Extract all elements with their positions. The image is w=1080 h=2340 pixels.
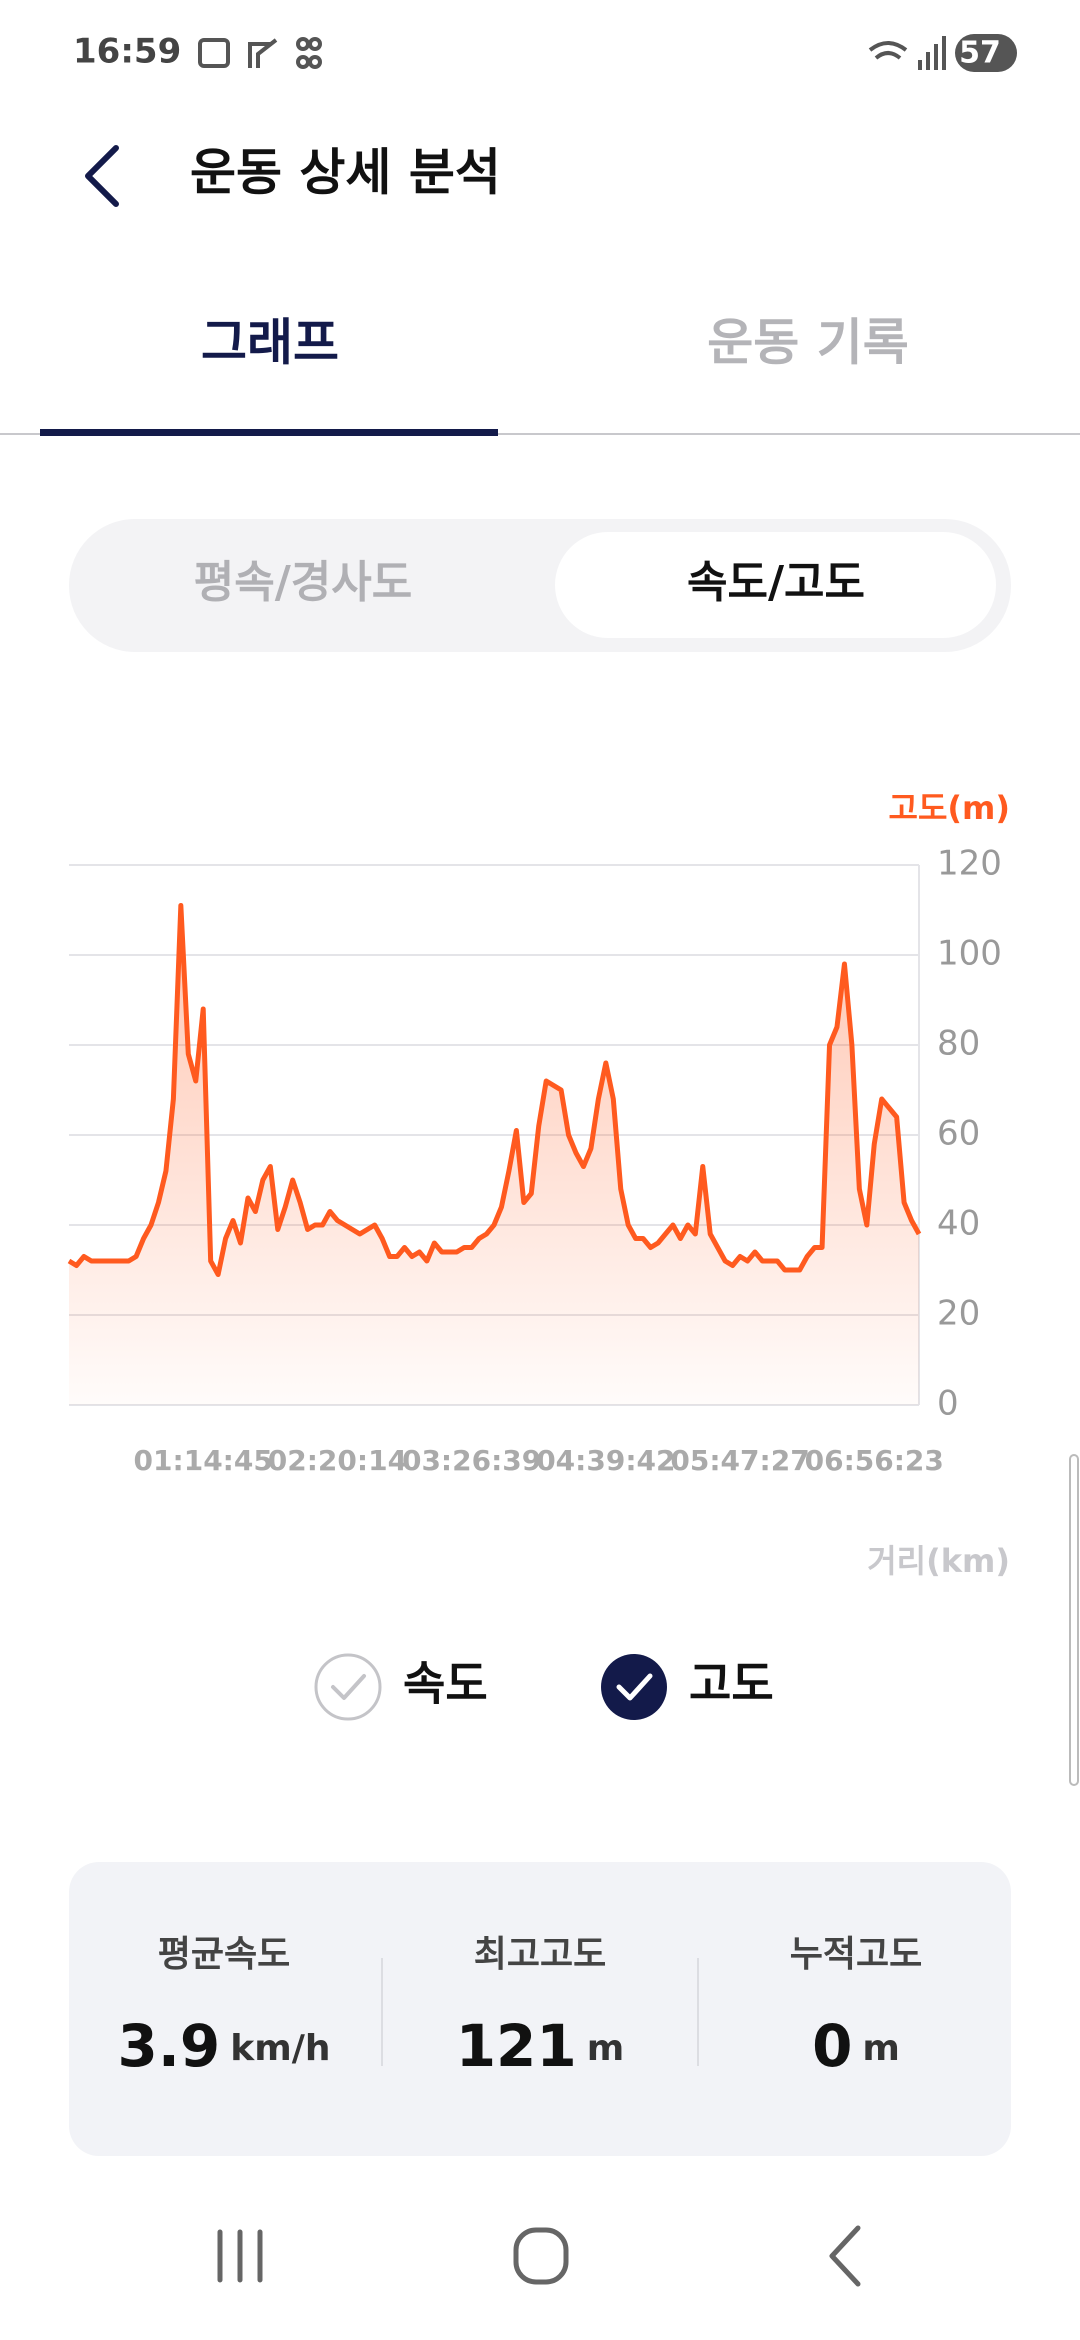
tab-divider [0, 433, 1080, 435]
toggle-label: 고도 [689, 1657, 774, 1711]
chart: 02040608010012001:14:4502:20:1403:26:390… [67, 844, 1002, 1477]
y2-tick-label: 120 [937, 844, 1002, 884]
stat-label: 누적고도 [790, 1934, 922, 1975]
toggle-unchecked [314, 1653, 382, 1721]
status-icons [198, 36, 946, 70]
back-button[interactable] [85, 145, 119, 207]
stat-value: 121 [456, 2012, 577, 2080]
y2-axis-label: 고도(m) [889, 789, 1010, 827]
x-tick-label: 04:39:42 [536, 1444, 675, 1477]
status-time: 16:59 [73, 32, 181, 72]
scroll-handle [1069, 1454, 1079, 1786]
x-tick-label: 06:56:23 [805, 1444, 944, 1477]
legend-toggle[interactable]: 고도 [601, 1654, 774, 1720]
y2-tick-label: 20 [937, 1294, 980, 1334]
nav-bar [217, 2225, 861, 2287]
x-tick-label: 01:14:45 [134, 1444, 273, 1477]
y2-tick-label: 0 [937, 1384, 959, 1424]
stats-card [69, 1862, 1011, 2156]
page-title: 운동 상세 분석 [190, 144, 501, 202]
stat-unit: m [587, 2028, 625, 2069]
check-mark [331, 1674, 366, 1700]
stat-value: 0 [812, 2012, 852, 2080]
stat-unit: km/h [230, 2028, 330, 2069]
stat-value-group: 3.9 km/h [118, 2012, 331, 2080]
tab[interactable]: 운동 기록 [707, 314, 908, 372]
battery-level: 57 [959, 36, 1001, 71]
x-tick-label: 03:26:39 [402, 1444, 541, 1477]
stats-divider [381, 1958, 383, 2066]
nav-recents[interactable] [217, 2229, 263, 2283]
y2-tick-label: 60 [937, 1114, 980, 1154]
stat-value: 3.9 [118, 2012, 221, 2080]
segment[interactable]: 속도/고도 [687, 557, 865, 608]
toggle-label: 속도 [403, 1657, 488, 1711]
altitude-line [67, 903, 922, 1277]
stat-value-group: 121 m [456, 2012, 625, 2080]
stat-label: 평균속도 [158, 1934, 290, 1975]
tab-indicator [40, 429, 498, 436]
segment-selected [555, 532, 996, 638]
battery [955, 34, 1017, 72]
stat-label: 최고고도 [474, 1934, 606, 1975]
legend-toggles: 속도 고도 [314, 1653, 774, 1721]
y2-tick-label: 80 [937, 1024, 980, 1064]
check-mark [616, 1673, 653, 1701]
nav-back[interactable] [829, 2225, 861, 2287]
y2-tick-label: 100 [937, 934, 1002, 974]
segment[interactable]: 평속/경사도 [194, 557, 412, 608]
x-tick-label: 05:47:27 [670, 1444, 809, 1477]
tab[interactable]: 그래프 [201, 314, 339, 372]
x-axis-label: 거리(km) [867, 1542, 1010, 1580]
stats-divider [697, 1958, 699, 2066]
nav-home[interactable] [513, 2227, 569, 2285]
legend-toggle[interactable]: 속도 [314, 1653, 488, 1721]
y2-tick-label: 40 [937, 1204, 980, 1244]
area-fill [69, 905, 919, 1405]
stat-unit: m [862, 2028, 900, 2069]
x-tick-label: 02:20:14 [268, 1444, 407, 1477]
toggle-checked [601, 1654, 667, 1720]
